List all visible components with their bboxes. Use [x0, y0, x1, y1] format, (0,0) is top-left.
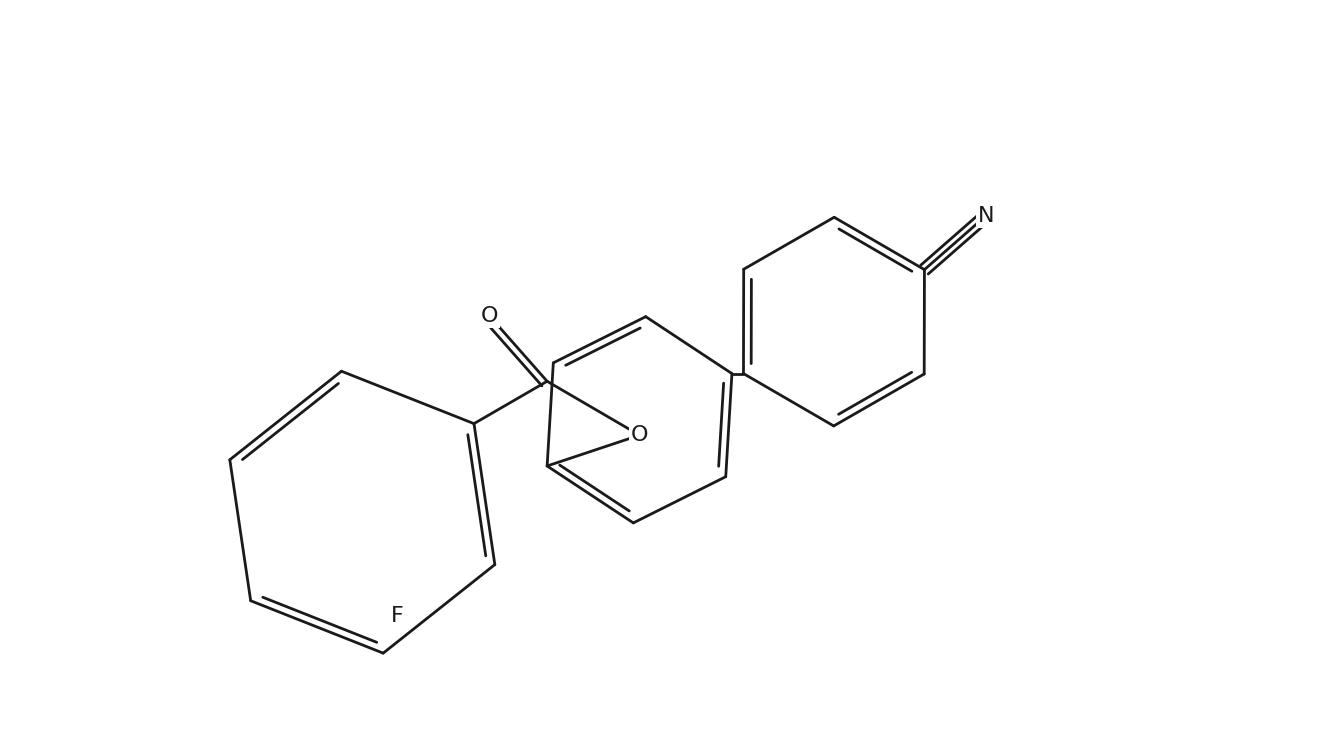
Text: F: F — [390, 606, 404, 626]
Text: O: O — [481, 306, 498, 326]
Text: O: O — [631, 425, 649, 445]
Text: N: N — [978, 205, 994, 225]
